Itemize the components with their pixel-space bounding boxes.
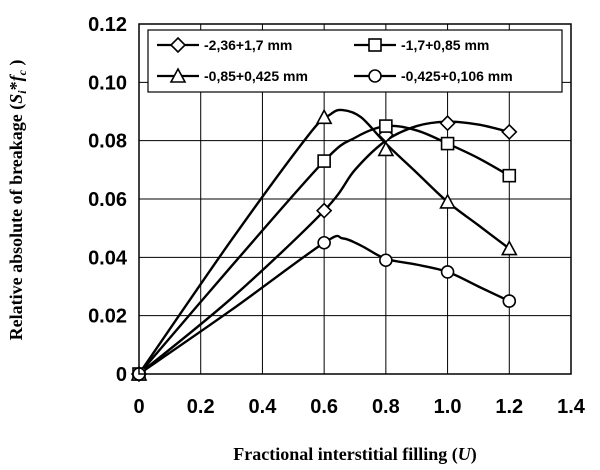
- series-line-circle: [138, 234, 510, 375]
- data-point-circle: [379, 253, 393, 268]
- plot-frame: [138, 23, 572, 375]
- data-point-triangle: [500, 239, 518, 256]
- data-point-square: [440, 136, 455, 151]
- x-tick-label: 1.2: [495, 396, 523, 418]
- x-tick-label: 0.2: [187, 396, 215, 418]
- data-point-diamond: [316, 202, 333, 219]
- legend-marker-circle: [368, 69, 382, 83]
- y-tick-label: 0.12: [88, 14, 127, 36]
- y-tick-label: 0.10: [88, 72, 127, 94]
- legend-label: -0,425+0,106 mm: [401, 68, 513, 84]
- legend-marker-triangle: [169, 67, 187, 83]
- series-markers: [130, 108, 518, 383]
- x-tick-label: 1.4: [557, 396, 586, 418]
- legend-label: -2,36+1,7 mm: [204, 37, 292, 53]
- x-tick-label: 0.4: [249, 396, 278, 418]
- series-line-square: [138, 124, 510, 375]
- y-tick-label: 0: [116, 364, 127, 386]
- x-axis-title-var: U: [458, 444, 472, 464]
- x-tick-label: 1.0: [434, 396, 462, 418]
- data-point-circle: [440, 265, 455, 279]
- data-point-circle: [502, 294, 517, 308]
- data-point-diamond: [501, 123, 518, 141]
- legend-marker-square: [368, 38, 382, 52]
- legend-label: -0,85+0,425 mm: [204, 68, 308, 84]
- y-axis-title-star: *: [6, 81, 26, 90]
- x-axis-title-close: ): [471, 444, 477, 465]
- x-tick-label: 0.8: [372, 396, 400, 418]
- legend: -2,36+1,7 mm -1,7+0,85 mm -0,85+0,425 mm -0…: [147, 29, 563, 93]
- y-axis-title-c: c: [15, 69, 29, 75]
- data-point-circle: [317, 235, 331, 250]
- series-line-diamond: [138, 120, 510, 375]
- y-axis-title: Relative absolute of breakage (Si*fc ): [6, 60, 29, 341]
- y-tick-label: 0.02: [88, 306, 127, 328]
- data-point-square: [317, 154, 331, 168]
- x-axis-title-main: Fractional interstitial filling (: [233, 444, 457, 465]
- y-axis-title-s: S: [6, 94, 26, 104]
- data-point-square: [379, 119, 393, 133]
- y-axis-title-i: i: [15, 90, 29, 94]
- x-tick-label: 0.6: [310, 396, 338, 418]
- x-axis-title: Fractional interstitial filling (U): [233, 444, 476, 465]
- legend-marker-diamond: [169, 36, 187, 54]
- y-tick-label: 0.06: [88, 189, 127, 211]
- y-axis-title-main: Relative absolute of breakage (: [6, 104, 27, 341]
- legend-box: [147, 29, 563, 93]
- y-tick-label: 0.08: [88, 131, 127, 153]
- data-point-square: [502, 168, 517, 183]
- y-axis-title-f: f: [6, 73, 26, 81]
- data-point-diamond: [439, 115, 456, 132]
- legend-label: -1,7+0,85 mm: [401, 37, 489, 53]
- data-point-triangle: [377, 140, 395, 157]
- x-tick-label: 0: [133, 396, 144, 418]
- tick-labels: 0 0.2 0.4 0.6 0.8 1.0 1.2 1.4 0 0.02 0.04 0.06 0.08 0…: [88, 14, 586, 418]
- y-tick-label: 0.04: [88, 247, 128, 269]
- y-axis-title-close: ): [6, 60, 27, 71]
- data-point-triangle: [439, 193, 456, 209]
- data-point-triangle: [315, 108, 333, 125]
